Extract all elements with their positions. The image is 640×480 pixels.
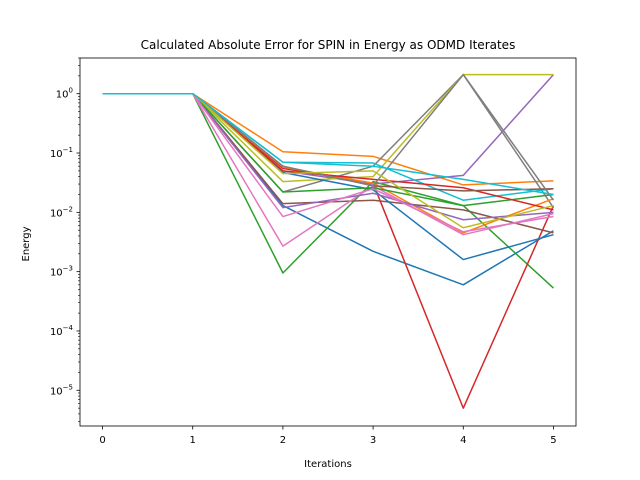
y-tick-exponent-4: −1 [63, 146, 73, 154]
x-tick-label-4: 4 [460, 435, 466, 446]
y-tick-base-5: 10 [56, 90, 69, 101]
series-line-8 [102, 73, 555, 209]
y-tick-base-4: 10 [50, 149, 63, 160]
y-tick-base-2: 10 [50, 268, 63, 279]
series-line-20 [102, 92, 554, 196]
x-tick-label-2: 2 [280, 435, 286, 446]
series-line-9 [102, 73, 554, 183]
series-line-7 [102, 92, 554, 247]
x-tick-label-5: 5 [550, 435, 556, 446]
series-layer [102, 73, 555, 409]
series-line-19 [102, 92, 554, 229]
y-tick-base-3: 10 [50, 208, 63, 219]
y-tick-label-5: 100 [56, 87, 73, 101]
y-tick-exponent-0: −5 [63, 383, 73, 391]
y-tick-exponent-2: −3 [63, 265, 73, 273]
y-tick-base-0: 10 [50, 386, 63, 397]
series-line-15 [102, 92, 554, 221]
x-axis-label: Iterations [304, 459, 352, 470]
y-tick-exponent-5: 0 [69, 87, 73, 95]
y-tick-label-3: 10−2 [50, 205, 73, 219]
plot-frame [79, 57, 577, 427]
x-tick-label-1: 1 [190, 435, 196, 446]
y-tick-exponent-1: −4 [63, 324, 74, 332]
y-tick-exponent-3: −2 [63, 205, 73, 213]
x-tick-label-3: 3 [370, 435, 376, 446]
series-line-14 [102, 92, 554, 211]
y-tick-label-1: 10−4 [50, 324, 74, 338]
series-line-4 [102, 92, 555, 409]
y-axis-label: Energy [21, 226, 32, 261]
x-tick-label-0: 0 [99, 435, 105, 446]
y-tick-label-4: 10−1 [50, 146, 73, 160]
x-axis: 0 1 2 3 4 5 [99, 426, 557, 446]
chart-title: Calculated Absolute Error for SPIN in En… [141, 38, 516, 52]
y-tick-label-0: 10−5 [50, 383, 73, 397]
y-tick-base-1: 10 [50, 327, 63, 338]
series-line-5 [102, 74, 555, 185]
y-tick-label-2: 10−3 [50, 265, 73, 279]
